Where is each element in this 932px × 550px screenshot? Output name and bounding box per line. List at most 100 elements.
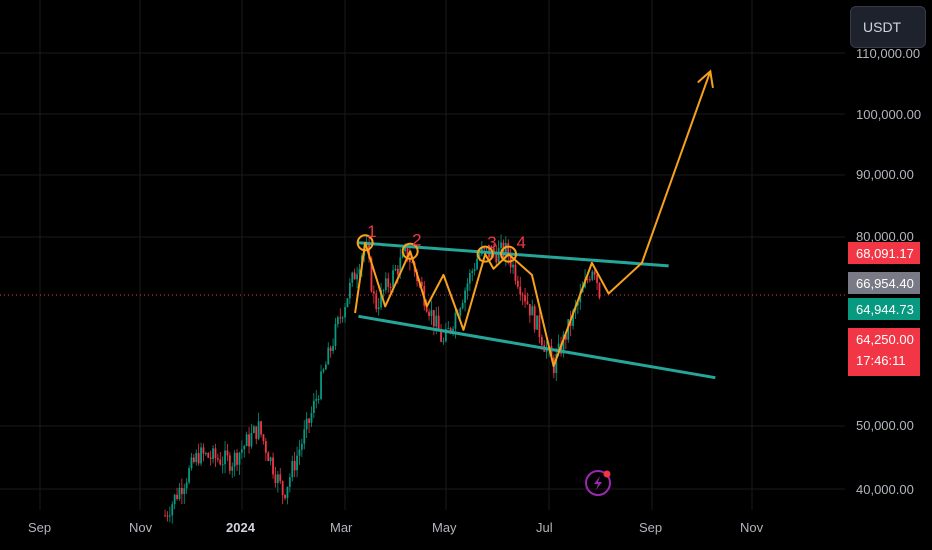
candle-body [528,304,531,316]
candle-body [452,328,454,331]
candle-body [281,481,284,495]
candle-body [248,434,250,447]
candle-body [387,278,390,287]
y-tick-label: 80,000.00 [856,229,914,244]
candle-body [483,248,486,250]
candle-body [260,421,262,435]
candle-body [221,464,224,466]
candle-body [216,458,219,460]
candle-body [557,343,560,354]
candle-body [437,315,440,331]
candle-body [591,271,594,280]
candle-body [444,328,447,342]
price-tags: 68,091.17 66,954.40 64,944.73 64,250.00 … [848,242,920,376]
candle-body [269,457,272,462]
price-tag-low: 64,944.73 [856,302,914,317]
candle-body [540,337,543,346]
candle-body [303,429,306,444]
candle-body [255,426,258,439]
candle-body [394,268,397,271]
candle-body [286,486,289,499]
x-tick-label: Mar [330,520,353,535]
candle-body [564,334,567,340]
candle-body [346,298,349,307]
candle-body [298,449,301,456]
candle-body [396,268,399,275]
candle-body [440,330,442,342]
candle-body [312,400,315,414]
candle-body [228,455,231,471]
candle-body [250,432,253,447]
y-tick-label: 40,000.00 [856,482,914,497]
candle-body [212,448,214,459]
candle-body [272,457,274,475]
candle-body [432,310,435,327]
candle-body [466,283,469,291]
candle-body [572,310,574,326]
wave-label: 3 [487,233,496,252]
candle-body [428,311,430,316]
candle-body [372,291,375,294]
currency-label: USDT [863,19,902,35]
candle-body [276,474,279,484]
candle-body [296,455,298,471]
candle-body [202,447,205,454]
x-tick-label: Jul [536,520,553,535]
x-tick-label: Nov [129,520,153,535]
lightning-icon[interactable] [585,470,611,496]
candle-body [185,482,188,489]
candle-body [562,334,565,354]
candle-body [332,345,334,351]
candle-body [324,364,327,370]
candle-body [536,315,538,330]
candle-body [200,447,202,464]
candle-body [380,290,382,308]
currency-selector-button[interactable]: USDT [850,6,926,48]
candle-body [305,418,308,430]
candle-body [478,254,481,259]
candle-body [521,294,524,296]
candle-body [408,258,411,263]
candle-body [173,494,176,505]
candle-body [348,282,351,299]
candle-body [329,347,332,351]
candle-body [245,434,248,447]
candle-body [370,258,373,292]
candle-body [195,453,198,462]
y-tick-label: 90,000.00 [856,167,914,182]
candle-body [252,426,255,433]
candle-body [339,317,342,319]
candle-body [468,272,471,284]
candle-body [514,264,517,281]
candle-body [586,279,589,281]
candle-body [243,446,246,450]
drawing-annotations: 1 2 3 4 [354,69,716,380]
candle-body [164,515,166,517]
wave-label: 1 [367,222,376,241]
candle-body [351,272,354,283]
candle-body [257,421,260,439]
candle-body [334,324,337,346]
candle-body [322,369,325,372]
candle-body [435,315,438,327]
current-price-tag-bg [848,328,920,376]
candle-body [315,398,318,401]
candle-body [550,345,553,358]
candle-body [596,274,598,283]
candle-body [368,244,370,259]
candle-body [507,243,510,257]
candle-body [442,341,445,343]
candle-body [531,306,534,316]
candle-body [240,449,243,453]
x-tick-label: Nov [740,520,764,535]
x-tick-label: May [432,520,457,535]
candle-body [353,272,356,280]
wave-label: 4 [517,233,526,252]
candle-body [288,477,291,487]
candle-body [538,315,541,338]
candle-body [411,262,414,264]
candle-body [209,457,212,459]
candle-body [497,248,500,263]
